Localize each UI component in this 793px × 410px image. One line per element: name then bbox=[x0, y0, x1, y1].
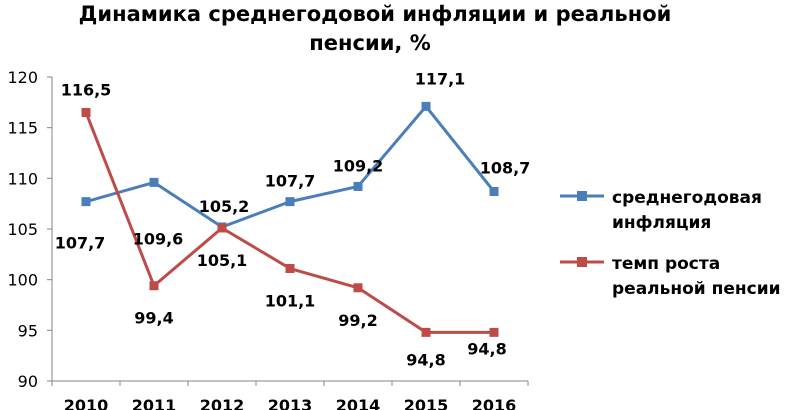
y-tick-label: 120 bbox=[7, 68, 38, 87]
data-label-inflation: 105,2 bbox=[199, 197, 250, 216]
data-label-inflation: 108,7 bbox=[480, 159, 531, 178]
x-tick-label: 2012 bbox=[200, 396, 245, 410]
legend-item-inflation: среднегодовая инфляция bbox=[560, 188, 762, 233]
y-tick-label: 90 bbox=[18, 372, 38, 391]
legend: среднегодовая инфляция темп роста реальн… bbox=[560, 188, 781, 299]
legend-label-pension-line-2: реальной пенсии bbox=[612, 279, 781, 299]
data-labels: 107,7 109,6 105,2 107,7 109,2 117,1 108,7 116,5… bbox=[55, 69, 531, 369]
y-axis-ticks: 90 95 100 105 110 115 120 bbox=[7, 68, 52, 391]
data-point-pension bbox=[353, 283, 363, 293]
x-axis-ticks: 2010 2011 2012 2013 2014 2015 2016 bbox=[51, 381, 529, 410]
data-label-pension: 116,5 bbox=[61, 80, 112, 99]
data-label-pension: 101,1 bbox=[265, 292, 316, 311]
data-label-pension: 105,1 bbox=[197, 251, 248, 270]
data-point-pension bbox=[489, 327, 499, 337]
data-point-inflation bbox=[353, 181, 363, 191]
data-label-pension: 99,4 bbox=[134, 309, 173, 328]
data-label-inflation: 107,7 bbox=[55, 234, 106, 253]
data-point-inflation bbox=[81, 197, 91, 207]
data-label-pension: 94,8 bbox=[406, 350, 445, 369]
legend-label-pension-line-1: темп роста bbox=[612, 254, 720, 274]
x-tick-label: 2014 bbox=[336, 396, 381, 410]
data-point-pension bbox=[81, 107, 91, 117]
x-tick-label: 2015 bbox=[404, 396, 449, 410]
y-tick-label: 110 bbox=[7, 169, 38, 188]
x-tick-label: 2013 bbox=[268, 396, 313, 410]
data-label-inflation: 109,6 bbox=[133, 229, 184, 248]
data-point-pension bbox=[149, 281, 159, 291]
y-tick-label: 115 bbox=[7, 119, 38, 138]
data-point-inflation bbox=[285, 197, 295, 207]
data-label-pension: 94,8 bbox=[467, 339, 506, 358]
data-point-pension bbox=[285, 264, 295, 274]
legend-label-inflation-line-2: инфляция bbox=[612, 213, 711, 233]
legend-label-inflation-line-1: среднегодовая bbox=[612, 188, 762, 208]
series-line-inflation bbox=[85, 104, 496, 229]
legend-item-pension: темп роста реальной пенсии bbox=[560, 254, 781, 299]
x-tick-label: 2016 bbox=[472, 396, 517, 410]
y-tick-label: 100 bbox=[7, 271, 38, 290]
data-point-pension bbox=[217, 223, 227, 233]
chart-title-line-1: Динамика среднегодовой инфляции и реальн… bbox=[79, 2, 672, 26]
series-group bbox=[81, 101, 499, 337]
data-label-pension: 99,2 bbox=[338, 311, 377, 330]
y-tick-label: 105 bbox=[7, 220, 38, 239]
data-point-inflation bbox=[421, 101, 431, 111]
data-point-pension bbox=[421, 327, 431, 337]
axes bbox=[51, 77, 528, 382]
data-point-inflation bbox=[489, 187, 499, 197]
data-label-inflation: 107,7 bbox=[265, 172, 316, 191]
data-label-inflation: 109,2 bbox=[333, 156, 384, 175]
data-label-inflation: 117,1 bbox=[415, 69, 466, 88]
legend-marker-pension bbox=[577, 257, 587, 267]
legend-marker-inflation bbox=[577, 191, 587, 201]
chart-title-line-2: пенсии, % bbox=[309, 31, 430, 55]
x-tick-label: 2010 bbox=[64, 396, 109, 410]
x-tick-label: 2011 bbox=[132, 396, 177, 410]
y-tick-label: 95 bbox=[18, 321, 38, 340]
data-point-inflation bbox=[149, 177, 159, 187]
